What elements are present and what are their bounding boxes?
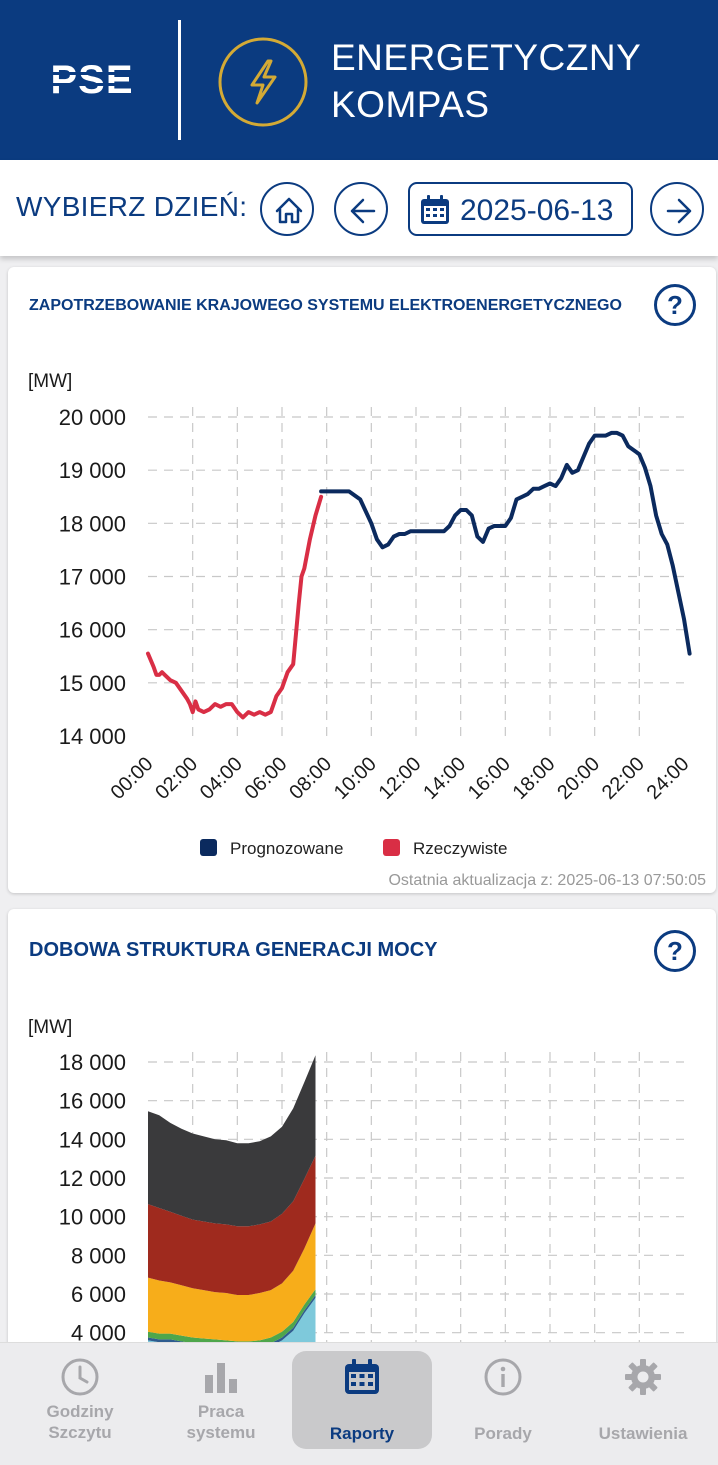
x-tick-label: 02:00 [151, 753, 202, 804]
svg-text:PSE: PSE [50, 58, 133, 102]
y-tick-label: 6 000 [71, 1282, 126, 1307]
demand-card: ZAPOTRZEBOWANIE KRAJOWEGO SYSTEMU ELEKTR… [8, 267, 716, 893]
bottom-navigation: Godziny Szczytu Praca systemu Raporty [0, 1342, 718, 1465]
nav-item-tips[interactable]: Porady [433, 1351, 573, 1449]
next-day-button[interactable] [650, 182, 704, 236]
nav-label: systemu [186, 1423, 256, 1442]
selected-date: 2025-06-13 [460, 194, 614, 227]
app-title-line2: KOMPAS [331, 84, 490, 125]
clock-icon [61, 1358, 99, 1396]
y-tick-label: 8 000 [71, 1243, 126, 1268]
arrow-right-icon [666, 198, 692, 224]
svg-text:?: ? [667, 290, 683, 320]
bar-chart-icon [205, 1363, 237, 1393]
calendar-icon [421, 195, 449, 224]
y-tick-label: 18 000 [59, 511, 126, 536]
y-tick-label: 15 000 [59, 671, 126, 696]
info-icon [484, 1358, 522, 1396]
demand-card-title: ZAPOTRZEBOWANIE KRAJOWEGO SYSTEMU ELEKTR… [29, 297, 622, 314]
svg-text:?: ? [667, 936, 683, 966]
today-button[interactable] [260, 182, 314, 236]
nav-label: Szczytu [48, 1423, 112, 1442]
legend-swatch-forecast [200, 839, 217, 856]
day-selector-bar: WYBIERZ DZIEŃ: 2025-06-13 [0, 160, 718, 256]
pse-logo: PSE [38, 58, 146, 102]
header-divider [178, 20, 181, 140]
x-tick-label: 00:00 [107, 753, 158, 804]
last-update-text: Ostatnia aktualizacja z: 2025-06-13 07:5… [388, 872, 706, 889]
y-tick-label: 18 000 [59, 1050, 126, 1075]
x-tick-label: 24:00 [643, 753, 694, 804]
nav-label: Ustawienia [598, 1424, 688, 1443]
y-tick-label: 14 000 [59, 1127, 126, 1152]
generation-area-layer [148, 1155, 316, 1295]
y-tick-label: 14 000 [59, 724, 126, 749]
lightning-bolt-icon [218, 37, 308, 127]
y-unit-label: [MW] [28, 371, 72, 392]
previous-day-button[interactable] [334, 182, 388, 236]
y-tick-label: 4 000 [71, 1321, 126, 1346]
day-selector-label: WYBIERZ DZIEŃ: [16, 191, 248, 222]
y-tick-label: 17 000 [59, 565, 126, 590]
nav-item-settings[interactable]: Ustawienia [573, 1351, 713, 1449]
gear-icon [625, 1359, 661, 1395]
nav-label: Raporty [329, 1424, 395, 1443]
home-icon [275, 197, 303, 224]
app-title-line1: ENERGETYCZNY [331, 37, 642, 78]
generation-card-title: DOBOWA STRUKTURA GENERACJI MOCY [29, 939, 438, 961]
nav-item-system-work[interactable]: Praca systemu [151, 1351, 291, 1449]
x-tick-label: 08:00 [285, 753, 336, 804]
actual-series-line [146, 494, 324, 720]
app-header: PSE ENERGETYCZNY KOMPAS [0, 0, 718, 160]
x-tick-label: 10:00 [330, 753, 381, 804]
help-icon[interactable]: ? [653, 929, 697, 973]
arrow-left-icon [350, 198, 376, 224]
x-tick-label: 06:00 [241, 753, 292, 804]
generation-card: DOBOWA STRUKTURA GENERACJI MOCY ? [MW]2 … [8, 909, 716, 1369]
y-tick-label: 16 000 [59, 1089, 126, 1114]
y-unit-label: [MW] [28, 1017, 72, 1038]
y-tick-label: 10 000 [59, 1205, 126, 1230]
demand-chart-legend: Prognozowane Rzeczywiste [8, 837, 716, 861]
x-tick-label: 18:00 [509, 753, 560, 804]
legend-label-actual: Rzeczywiste [413, 839, 508, 858]
x-tick-label: 12:00 [375, 753, 426, 804]
nav-label: Godziny [46, 1402, 114, 1421]
app-title: ENERGETYCZNY KOMPAS [331, 34, 641, 128]
x-tick-label: 04:00 [196, 753, 247, 804]
help-icon[interactable]: ? [653, 283, 697, 327]
legend-label-forecast: Prognozowane [230, 839, 344, 858]
y-tick-label: 12 000 [59, 1166, 126, 1191]
legend-swatch-actual [383, 839, 400, 856]
x-tick-label: 20:00 [553, 753, 604, 804]
generation-area-layer [148, 1223, 316, 1342]
forecast-series-line [319, 430, 692, 656]
calendar-icon [345, 1359, 379, 1394]
date-picker[interactable]: 2025-06-13 [408, 182, 633, 236]
nav-label: Praca [197, 1402, 245, 1421]
y-tick-label: 19 000 [59, 458, 126, 483]
y-tick-label: 20 000 [59, 405, 126, 430]
y-tick-label: 16 000 [59, 618, 126, 643]
x-tick-label: 16:00 [464, 753, 515, 804]
nav-label: Porady [474, 1424, 532, 1443]
nav-item-reports[interactable]: Raporty [292, 1351, 432, 1449]
nav-item-peak-hours[interactable]: Godziny Szczytu [10, 1351, 150, 1449]
x-tick-label: 22:00 [598, 753, 649, 804]
generation-area-layer [148, 1055, 316, 1227]
demand-line-chart: [MW] 14 000 15 000 16 000 17 000 18 000 19 000… [28, 371, 694, 804]
x-tick-label: 14:00 [419, 753, 470, 804]
